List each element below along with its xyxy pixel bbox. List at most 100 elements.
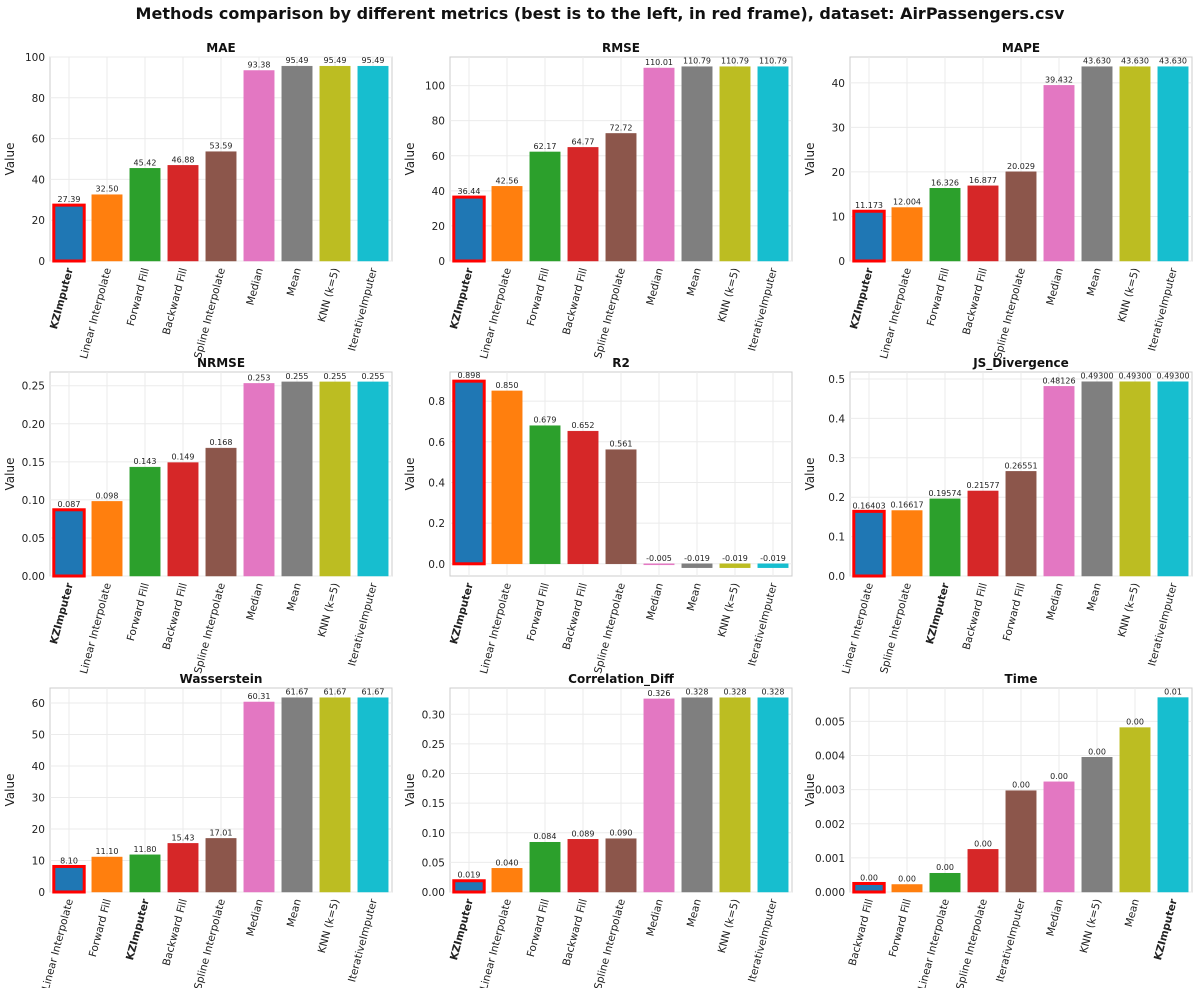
bar xyxy=(129,854,161,893)
x-tick-label: KNN (k=5) xyxy=(716,898,742,955)
bar xyxy=(52,508,86,578)
y-tick-label: 80 xyxy=(32,93,45,105)
y-axis-label: Value xyxy=(3,774,17,807)
bar xyxy=(91,194,123,262)
y-tick-label: 0.30 xyxy=(422,709,445,721)
bar xyxy=(929,188,961,262)
bar xyxy=(1119,381,1151,577)
chart-nrmse: NRMSE Value 0.00 0.05 0.10 0.15 0.20 0.25 0.087 K… xyxy=(3,356,393,675)
bar xyxy=(967,185,999,262)
bar xyxy=(1119,727,1151,893)
value-label: 0.26551 xyxy=(1004,461,1037,470)
y-tick-label: 40 xyxy=(832,78,845,90)
value-label: 0.00 xyxy=(936,863,954,872)
value-label: 36.44 xyxy=(458,187,481,196)
x-tick-label: Backward Fill xyxy=(161,898,190,967)
value-label: 8.10 xyxy=(60,856,78,865)
value-label: 32.50 xyxy=(96,185,119,194)
y-tick-label: 0.005 xyxy=(815,716,845,728)
y-tick-label: 60 xyxy=(32,134,45,146)
value-label: 0.49300 xyxy=(1156,372,1189,381)
value-label: 0.652 xyxy=(572,421,595,430)
value-label: 93.38 xyxy=(248,61,271,70)
x-tick-label: Median xyxy=(644,582,665,622)
x-tick-label: KNN (k=5) xyxy=(316,898,342,955)
bar xyxy=(852,881,886,894)
bar xyxy=(491,186,523,262)
value-label: 72.72 xyxy=(610,123,633,132)
bar xyxy=(643,563,675,566)
x-tick-label: Median xyxy=(644,267,665,307)
y-tick-label: 0.0 xyxy=(828,571,845,583)
chart-title: RMSE xyxy=(602,41,640,55)
x-tick-label: Forward Fill xyxy=(925,267,952,328)
x-tick-label: Mean xyxy=(285,267,304,298)
value-label: 0.040 xyxy=(496,858,519,867)
bar xyxy=(967,849,999,893)
y-tick-label: 30 xyxy=(832,122,845,134)
bar xyxy=(529,425,561,565)
bar xyxy=(243,383,275,577)
value-label: 0.098 xyxy=(96,491,119,500)
bar xyxy=(52,203,86,263)
y-tick-label: 20 xyxy=(32,824,45,836)
y-axis-label: Value xyxy=(803,143,817,176)
value-label: 17.01 xyxy=(210,828,233,837)
bar xyxy=(357,697,389,893)
bar xyxy=(167,843,199,893)
x-tick-label: Forward Fill xyxy=(525,582,552,643)
y-tick-label: 20 xyxy=(832,167,845,179)
x-tick-label: KNN (k=5) xyxy=(716,267,742,324)
value-label: 0.326 xyxy=(648,689,671,698)
chart-mae: MAE Value 0 20 40 60 80 100 27.39 KZImputer 32.50 L… xyxy=(3,41,393,360)
y-tick-label: 0.00 xyxy=(422,887,445,899)
y-tick-label: 0.2 xyxy=(828,492,845,504)
value-label: 60.31 xyxy=(248,692,271,701)
x-tick-label: Mean xyxy=(685,898,704,929)
value-label: 45.42 xyxy=(134,158,157,167)
value-label: 0.143 xyxy=(134,457,157,466)
value-label: 0.561 xyxy=(610,440,633,449)
x-tick-label: Backward Fill xyxy=(561,267,590,336)
y-tick-label: 10 xyxy=(32,855,45,867)
y-tick-label: 0.1 xyxy=(828,532,845,544)
x-tick-label: Forward Fill xyxy=(125,267,152,328)
value-label: 0.49300 xyxy=(1080,372,1113,381)
x-tick-label: Linear Interpolate xyxy=(40,898,76,988)
bar xyxy=(605,838,637,893)
y-tick-label: 0.5 xyxy=(828,374,845,386)
value-label: 53.59 xyxy=(210,142,233,151)
x-tick-label: Mean xyxy=(285,582,304,613)
value-label: 0.00 xyxy=(860,873,878,882)
bar xyxy=(852,509,886,578)
bar xyxy=(129,168,161,262)
x-tick-label: KNN (k=5) xyxy=(1116,582,1142,639)
y-tick-label: 10 xyxy=(832,211,845,223)
chart-title: MAE xyxy=(206,41,235,55)
x-tick-label: Backward Fill xyxy=(161,582,190,651)
x-tick-label: KNN (k=5) xyxy=(1116,267,1142,324)
value-label: -0.005 xyxy=(646,554,672,563)
bar xyxy=(891,207,923,262)
value-label: 43.630 xyxy=(1159,57,1187,66)
value-label: 0.087 xyxy=(58,500,81,509)
value-label: 0.00 xyxy=(1126,718,1144,727)
y-tick-label: 0 xyxy=(838,256,845,268)
x-tick-label: KZImputer xyxy=(48,581,76,646)
y-tick-label: 0.003 xyxy=(815,785,845,797)
y-tick-label: 0.20 xyxy=(22,419,45,431)
value-label: -0.019 xyxy=(760,554,786,563)
x-tick-label: Median xyxy=(244,898,265,938)
value-label: 15.43 xyxy=(172,833,195,842)
value-label: 46.88 xyxy=(172,155,195,164)
value-label: 12.004 xyxy=(893,198,921,207)
value-label: 95.49 xyxy=(324,56,347,65)
chart-r2: R2 Value 0.0 0.2 0.4 0.6 0.8 0.898 KZImputer 0.85… xyxy=(403,356,793,675)
bar xyxy=(281,381,313,577)
y-tick-label: 0.05 xyxy=(22,533,45,545)
bar xyxy=(929,498,961,577)
value-label: 11.80 xyxy=(134,845,157,854)
x-tick-label: Spline Interpolate xyxy=(592,898,628,988)
y-tick-label: 0.25 xyxy=(422,739,445,751)
